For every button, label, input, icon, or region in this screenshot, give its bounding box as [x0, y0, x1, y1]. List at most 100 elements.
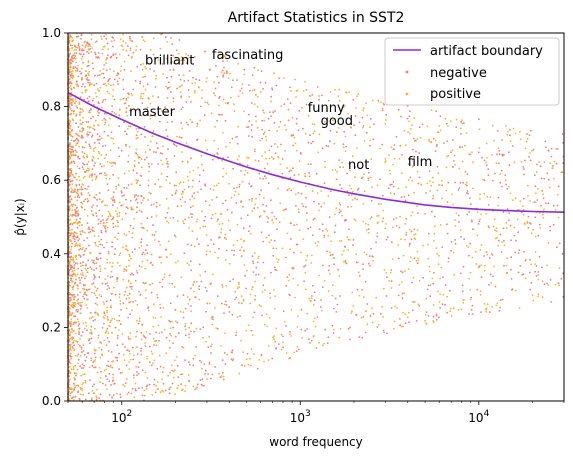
- negative-point: [70, 355, 72, 358]
- positive-point: [293, 351, 296, 354]
- positive-point: [171, 61, 173, 63]
- negative-point: [77, 358, 80, 361]
- positive-point: [384, 158, 387, 160]
- positive-point: [104, 225, 107, 227]
- positive-point: [426, 182, 429, 185]
- positive-point: [70, 203, 73, 206]
- negative-point: [240, 170, 242, 172]
- positive-point: [311, 254, 313, 257]
- negative-point: [513, 234, 516, 237]
- negative-point: [124, 212, 127, 215]
- negative-point: [273, 239, 276, 242]
- negative-point: [227, 101, 230, 104]
- positive-point: [89, 126, 92, 129]
- negative-point: [175, 49, 178, 52]
- positive-point: [158, 354, 161, 357]
- positive-point: [495, 304, 498, 307]
- positive-point: [174, 393, 176, 395]
- negative-point: [90, 268, 93, 270]
- negative-point: [217, 218, 219, 221]
- negative-point: [540, 177, 543, 180]
- positive-point: [74, 57, 77, 60]
- positive-point: [93, 348, 96, 351]
- negative-point: [499, 299, 502, 301]
- positive-point: [530, 232, 533, 235]
- negative-point: [98, 276, 101, 279]
- positive-point: [338, 99, 341, 102]
- positive-point: [247, 324, 250, 326]
- negative-point: [72, 67, 75, 70]
- negative-point: [468, 211, 470, 213]
- negative-point: [210, 345, 212, 348]
- positive-point: [251, 89, 254, 92]
- negative-point: [292, 267, 295, 270]
- positive-point: [377, 323, 380, 326]
- negative-point: [334, 297, 337, 300]
- negative-point: [127, 45, 129, 47]
- negative-point: [80, 186, 83, 188]
- positive-point: [445, 189, 448, 192]
- positive-point: [154, 340, 156, 342]
- negative-point: [255, 266, 258, 269]
- positive-point: [194, 354, 196, 357]
- positive-point: [342, 146, 345, 149]
- negative-point: [146, 252, 149, 255]
- negative-point: [413, 228, 416, 231]
- negative-point: [124, 290, 127, 293]
- negative-point: [118, 155, 121, 158]
- positive-point: [317, 151, 320, 154]
- negative-point: [547, 178, 550, 181]
- positive-point: [165, 256, 168, 259]
- positive-point: [110, 84, 112, 87]
- negative-point: [262, 133, 265, 135]
- positive-point: [122, 33, 124, 36]
- positive-point: [295, 96, 297, 98]
- negative-point: [82, 261, 84, 264]
- negative-point: [173, 144, 176, 146]
- negative-point: [86, 41, 89, 44]
- positive-point: [140, 353, 143, 356]
- negative-point: [196, 122, 199, 125]
- negative-point: [71, 294, 74, 297]
- positive-point: [486, 196, 489, 198]
- positive-point: [409, 260, 411, 263]
- negative-point: [289, 86, 291, 89]
- negative-point: [91, 168, 94, 171]
- positive-point: [327, 234, 330, 237]
- positive-point: [333, 328, 335, 331]
- positive-point: [233, 110, 236, 113]
- positive-point: [538, 161, 540, 164]
- positive-point: [122, 48, 125, 51]
- positive-point: [314, 242, 317, 245]
- negative-point: [557, 282, 560, 285]
- positive-point: [92, 155, 94, 158]
- negative-point: [101, 244, 104, 246]
- positive-point: [105, 59, 107, 61]
- negative-point: [541, 266, 543, 269]
- positive-point: [399, 215, 401, 218]
- negative-point: [87, 81, 90, 84]
- positive-point: [91, 47, 93, 49]
- negative-point: [362, 263, 364, 265]
- negative-point: [239, 315, 242, 317]
- positive-point: [71, 280, 74, 283]
- negative-point: [416, 262, 419, 265]
- negative-point: [417, 182, 420, 185]
- negative-point: [535, 275, 538, 277]
- positive-point: [229, 72, 231, 75]
- negative-point: [84, 379, 87, 382]
- positive-point: [81, 130, 83, 133]
- negative-point: [102, 83, 105, 86]
- positive-point: [513, 161, 516, 164]
- negative-point: [76, 384, 79, 387]
- negative-point: [71, 135, 74, 138]
- negative-point: [187, 89, 190, 91]
- negative-point: [106, 316, 109, 318]
- negative-point: [154, 86, 157, 88]
- negative-point: [198, 288, 201, 291]
- positive-point: [222, 167, 225, 170]
- positive-point: [294, 142, 297, 145]
- negative-point: [192, 76, 194, 79]
- negative-point: [111, 245, 113, 248]
- negative-point: [141, 394, 144, 397]
